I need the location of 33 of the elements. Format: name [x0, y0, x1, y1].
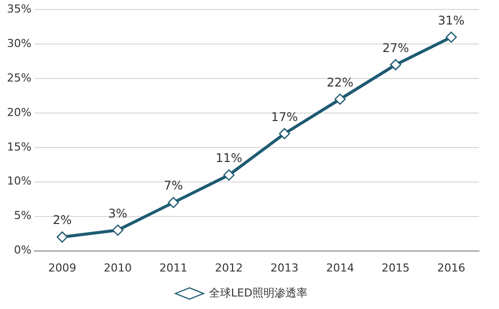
y-tick-label: 30%: [6, 36, 32, 50]
data-label: 2%: [52, 213, 72, 228]
point: [390, 59, 402, 70]
data-label: 17%: [271, 110, 298, 124]
x-tick-label: 2009: [48, 261, 76, 274]
point: [168, 196, 179, 208]
point: [446, 32, 457, 43]
x-tick-label: 2015: [382, 261, 410, 274]
x-tick-label: 2013: [270, 261, 299, 274]
y-tick-label: 25%: [6, 71, 32, 84]
data-label: 3%: [108, 206, 128, 220]
point: [334, 94, 346, 105]
y-tick-label: 15%: [6, 140, 32, 154]
y-tick-label: 20%: [6, 106, 32, 119]
x-tick-label: 2014: [326, 261, 354, 274]
x-tick-label: 2010: [104, 261, 132, 274]
y-tick-label: 5%: [14, 209, 32, 222]
data-label: 7%: [164, 178, 183, 193]
y-tick-label: 35%: [6, 2, 32, 16]
point: [278, 128, 290, 140]
point: [223, 169, 235, 181]
point: [112, 224, 124, 236]
data-label: 22%: [326, 75, 354, 90]
x-tick-label: 2012: [214, 261, 243, 274]
x-tick-label: 2016: [437, 261, 466, 274]
data-label: 27%: [382, 40, 409, 55]
legend-label: 全球LED照明渗透率: [208, 286, 308, 300]
y-tick-label: 0%: [14, 244, 32, 257]
y-tick-label: 10%: [6, 174, 32, 188]
point: [56, 231, 68, 243]
data-label: 11%: [216, 151, 242, 166]
data-label: 31%: [438, 13, 465, 28]
x-tick-label: 2011: [159, 261, 188, 274]
